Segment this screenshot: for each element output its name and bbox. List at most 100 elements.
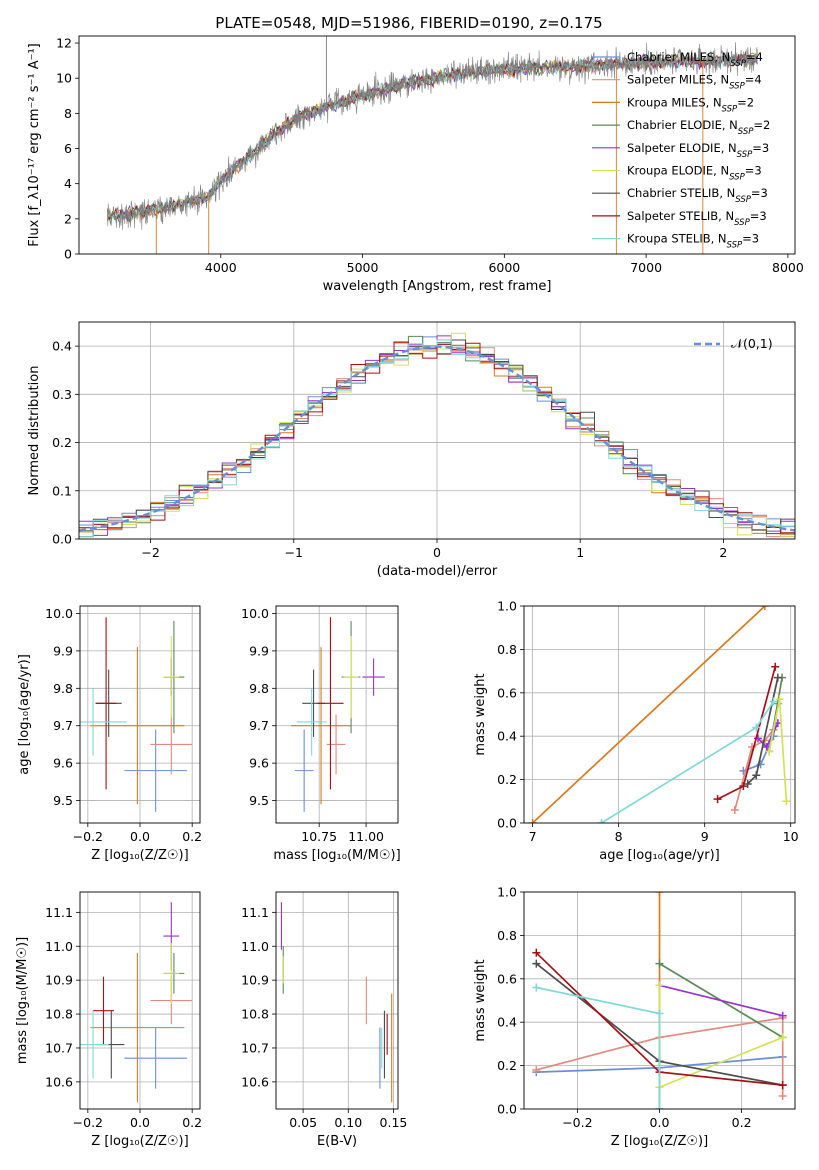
legend-name: Salpeter STELIB, N	[627, 209, 734, 223]
series-line-5	[768, 699, 788, 802]
panel-mass-vs-extinction: 0.05 0.10 0.15 10.6 10.7 10.8 10.9 11.0 11.1 E(B-…	[241, 891, 408, 1149]
y-tick-label: 10.8	[45, 1007, 73, 1022]
y-tick-label: 2	[64, 211, 72, 226]
error-bar-point	[80, 688, 127, 756]
x-tick-label: 0.2	[732, 1115, 752, 1130]
y-tick-label: 10.8	[241, 1007, 269, 1022]
legend-suffix: =3	[742, 232, 759, 246]
error-bar-point	[93, 976, 114, 1045]
error-bar-point	[124, 729, 187, 812]
x-tick-label: 8000	[772, 260, 804, 275]
y-tick-label: 0.6	[497, 971, 517, 986]
y-tick-label: 0.1	[52, 483, 72, 498]
x-tick-label: −0.2	[562, 1115, 592, 1130]
series-marker	[528, 819, 537, 823]
axes-frame	[79, 891, 201, 1110]
axes-frame	[523, 891, 796, 1110]
y-tick-label: 12	[56, 36, 72, 51]
legend-name: Salpeter ELODIE, N	[627, 141, 737, 155]
series-marker	[782, 797, 791, 806]
plot-area	[106, 36, 759, 254]
y-tick-label: 10.6	[45, 1074, 73, 1089]
legend-name: Kroupa MILES, N	[627, 95, 722, 109]
series-marker	[771, 662, 780, 671]
x-tick-label: 8	[615, 829, 623, 844]
legend-suffix: =3	[745, 164, 762, 178]
plot-area	[80, 902, 193, 1103]
x-axis-label: E(B-V)	[317, 1134, 357, 1149]
legend-entry-3: Chabrier ELODIE, NSSP=2	[627, 118, 770, 137]
error-bar-point	[80, 1010, 109, 1079]
axes-frame	[275, 605, 399, 824]
y-tick-label: 9.9	[53, 643, 73, 658]
plot-area	[80, 617, 193, 812]
y-axis-label: mass weight	[473, 959, 488, 1041]
plot-area	[528, 606, 791, 823]
x-tick-label: 0.2	[182, 1115, 202, 1130]
x-tick-label: −2	[141, 545, 159, 560]
y-tick-label: 0.4	[52, 339, 72, 354]
series-marker	[532, 959, 541, 968]
y-tick-label: 10.0	[45, 606, 73, 621]
x-tick-label: 7	[529, 829, 537, 844]
legend-entry-7: Salpeter STELIB, NSSP=3	[627, 209, 767, 228]
panel-mass-weight-vs-metallicity: −0.2 0.0 0.2 0.0 0.2 0.4 0.6 0.8 1.0 Z [log₁₀(Z/Z…	[473, 885, 796, 1149]
x-tick-label: 10.75	[301, 829, 337, 844]
y-tick-label: 9.8	[249, 681, 269, 696]
legend-entry-2: Kroupa MILES, NSSP=2	[627, 95, 754, 114]
panel-age-vs-mass: 10.75 11.00 9.5 9.6 9.7 9.8 9.9 10.0 mass [log₁₀…	[241, 605, 401, 863]
x-tick-label: −1	[285, 545, 303, 560]
legend-name: Chabrier MILES, N	[627, 50, 730, 64]
x-tick-label: 0.15	[380, 1115, 408, 1130]
plot-area	[79, 332, 795, 538]
y-tick-label: 9.6	[249, 756, 269, 771]
series-marker	[532, 983, 541, 992]
y-tick-label: 10.7	[241, 1040, 269, 1055]
y-tick-label: 0.8	[497, 928, 517, 943]
x-axis-label: Z [log₁₀(Z/Z☉)]	[611, 1134, 708, 1149]
series-marker	[655, 959, 664, 968]
x-axis-label: wavelength [Angstrom, rest frame]	[323, 279, 552, 294]
y-tick-label: 0.2	[497, 772, 517, 787]
legend-suffix: =2	[737, 95, 754, 109]
series-marker	[655, 892, 664, 896]
error-bar-point	[163, 942, 180, 1004]
y-tick-label: 9.7	[249, 718, 269, 733]
y-tick-label: 0.4	[497, 729, 517, 744]
x-tick-label: −0.2	[73, 1115, 103, 1130]
axes-frame	[275, 891, 399, 1110]
legend-entry-normal: 𝒩(0,1)	[731, 336, 773, 351]
error-bar-point	[150, 714, 193, 775]
y-tick-label: 10	[56, 71, 72, 86]
series-line-1	[536, 1016, 784, 1096]
plot-area	[291, 617, 385, 812]
y-tick-label: 0.2	[52, 435, 72, 450]
error-bar-point	[326, 714, 346, 775]
error-bar-point	[291, 647, 352, 805]
x-axis-label: mass [log₁₀(M/M☉)]	[273, 848, 400, 863]
legend-suffix: =3	[751, 186, 768, 200]
legend-name: Salpeter MILES, N	[627, 73, 729, 87]
y-tick-label: 0.2	[497, 1058, 517, 1073]
y-tick-label: 0.4	[497, 1015, 517, 1030]
legend-sub: SSP	[737, 150, 753, 160]
series-marker	[655, 1105, 664, 1109]
x-tick-label: 6000	[488, 260, 520, 275]
legend-name: Kroupa ELODIE, N	[627, 164, 729, 178]
chart-title: PLATE=0548, MJD=51986, FIBERID=0190, z=0…	[215, 14, 602, 32]
series-marker	[655, 981, 664, 990]
y-tick-label: 10.0	[241, 606, 269, 621]
legend-sub: SSP	[729, 173, 745, 183]
panel-residual-histogram: −2 −1 0 1 2 0.0 0.1 0.2 0.3 0.4 (data-model)/error…	[27, 321, 796, 579]
y-tick-label: 11.0	[241, 939, 269, 954]
y-tick-label: 10.9	[241, 973, 269, 988]
y-tick-label: 11.0	[45, 939, 73, 954]
panel-mass-vs-metallicity: −0.2 0.0 0.2 10.6 10.7 10.8 10.9 11.0 11.1 Z [log…	[15, 891, 202, 1149]
x-tick-label: 0.2	[182, 829, 202, 844]
series-marker	[765, 747, 774, 756]
x-tick-label: 2	[719, 545, 727, 560]
x-tick-label: 0	[433, 545, 441, 560]
y-tick-label: 9.7	[53, 718, 73, 733]
x-axis-label: (data-model)/error	[377, 564, 498, 579]
